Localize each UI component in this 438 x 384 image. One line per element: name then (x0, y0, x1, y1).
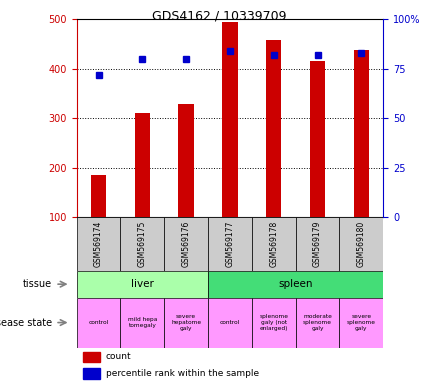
Bar (77, 217, 120, 271)
Bar (208, 298, 252, 348)
Text: severe
splenome
galy: severe splenome galy (347, 314, 376, 331)
Text: control: control (88, 320, 109, 325)
Bar (296, 217, 339, 271)
Text: GSM569177: GSM569177 (226, 221, 234, 267)
Text: liver: liver (131, 279, 154, 289)
Bar (339, 217, 383, 271)
Bar (266, 40, 281, 217)
Text: mild hepa
tomegaly: mild hepa tomegaly (127, 317, 157, 328)
Bar (310, 61, 325, 217)
Text: percentile rank within the sample: percentile rank within the sample (106, 369, 259, 378)
Text: spleen: spleen (279, 279, 313, 289)
Bar (135, 113, 150, 217)
Text: GSM569174: GSM569174 (94, 221, 103, 267)
Bar (77, 271, 208, 298)
Text: control: control (220, 320, 240, 325)
Bar (164, 298, 208, 348)
Bar (208, 217, 252, 271)
Text: severe
hepatome
galy: severe hepatome galy (171, 314, 201, 331)
Bar (120, 298, 164, 348)
Bar (83, 352, 99, 362)
Text: GDS4162 / 10339709: GDS4162 / 10339709 (152, 10, 286, 23)
Bar (252, 217, 296, 271)
Bar (354, 50, 369, 217)
Text: GSM569178: GSM569178 (269, 221, 278, 267)
Bar (208, 271, 383, 298)
Bar (91, 175, 106, 217)
Text: splenome
galy (not
enlarged): splenome galy (not enlarged) (259, 314, 288, 331)
Text: count: count (106, 353, 131, 361)
Text: disease state: disease state (0, 318, 52, 328)
Bar (339, 298, 383, 348)
Bar (252, 298, 296, 348)
Bar (178, 104, 194, 217)
Bar (77, 298, 120, 348)
Text: GSM569175: GSM569175 (138, 221, 147, 267)
Bar (120, 217, 164, 271)
Text: moderate
splenome
galy: moderate splenome galy (303, 314, 332, 331)
Bar (222, 22, 237, 217)
Bar (296, 298, 339, 348)
Bar (83, 368, 99, 379)
Bar (164, 217, 208, 271)
Text: GSM569176: GSM569176 (182, 221, 191, 267)
Text: tissue: tissue (23, 279, 52, 289)
Text: GSM569179: GSM569179 (313, 221, 322, 267)
Text: GSM569180: GSM569180 (357, 221, 366, 267)
